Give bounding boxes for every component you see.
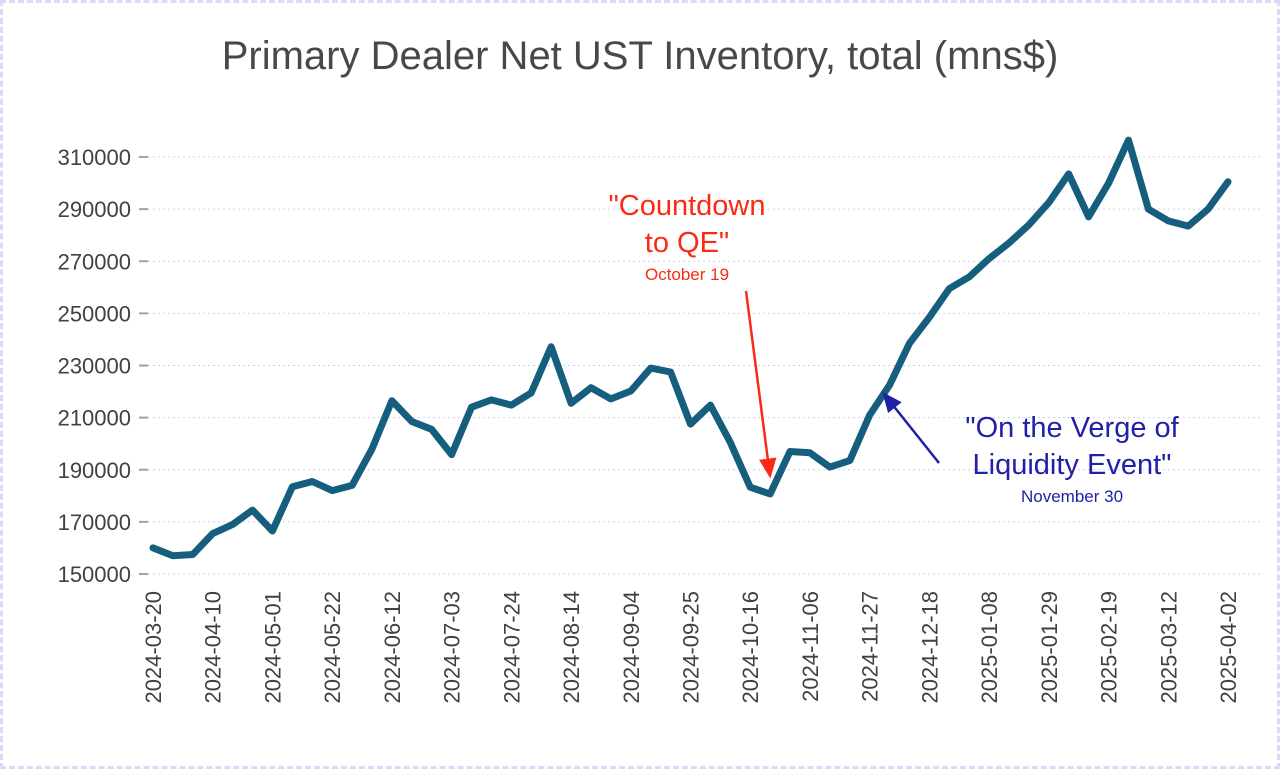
y-axis-label: 210000 bbox=[58, 406, 131, 431]
x-axis-label: 2024-07-03 bbox=[440, 591, 465, 704]
x-axis-label: 2024-11-06 bbox=[798, 591, 823, 702]
y-axis-label: 290000 bbox=[58, 197, 131, 222]
x-axis-label: 2025-02-19 bbox=[1097, 591, 1122, 704]
x-axis-label: 2024-03-20 bbox=[141, 591, 166, 704]
x-axis-label: 2024-06-12 bbox=[380, 591, 405, 704]
x-axis-label: 2025-01-08 bbox=[977, 591, 1002, 704]
x-axis-label: 2024-05-01 bbox=[260, 591, 285, 704]
x-axis-label: 2025-03-12 bbox=[1156, 591, 1181, 704]
y-axis-label: 230000 bbox=[58, 354, 131, 379]
annotation-text-line2: to QE" bbox=[644, 227, 730, 260]
y-axis-label: 170000 bbox=[58, 510, 131, 535]
x-axis-label: 2024-07-24 bbox=[499, 591, 524, 704]
y-axis-label: 250000 bbox=[58, 301, 131, 326]
x-axis-label: 2024-04-10 bbox=[201, 591, 226, 704]
annotation-countdown-to-qe: "Countdown to QE" October 19 bbox=[559, 188, 815, 286]
y-axis-label: 310000 bbox=[58, 145, 131, 170]
x-axis-label: 2024-11-27 bbox=[858, 591, 883, 702]
x-axis-label: 2024-05-22 bbox=[320, 591, 345, 704]
annotation-text-line1: "On the Verge of bbox=[965, 412, 1179, 444]
annotation-arrow-countdown-to-qe bbox=[744, 290, 777, 479]
y-axis-label: 150000 bbox=[58, 562, 131, 587]
y-axis-label: 270000 bbox=[58, 249, 131, 274]
x-axis-label: 2024-08-14 bbox=[559, 591, 584, 704]
y-axis-label: 190000 bbox=[58, 458, 131, 483]
annotation-liquidity-event: "On the Verge of Liquidity Event" Novemb… bbox=[922, 410, 1222, 508]
x-axis-label: 2024-09-25 bbox=[679, 591, 704, 704]
annotation-date-label: October 19 bbox=[644, 265, 730, 285]
data-line bbox=[149, 136, 1232, 560]
x-axis-label: 2025-04-02 bbox=[1216, 591, 1241, 704]
x-axis-label: 2024-09-04 bbox=[619, 591, 644, 704]
annotation-date-label: November 30 bbox=[1020, 487, 1124, 507]
x-axis-label: 2025-01-29 bbox=[1037, 591, 1062, 704]
annotation-arrow-liquidity-event bbox=[882, 392, 940, 464]
annotation-text-line1: "Countdown bbox=[608, 190, 766, 222]
x-axis-label: 2024-10-16 bbox=[738, 591, 763, 704]
x-axis-label: 2024-12-18 bbox=[917, 591, 942, 704]
annotation-text-line2: Liquidity Event" bbox=[972, 449, 1172, 482]
chart-title: Primary Dealer Net UST Inventory, total … bbox=[221, 34, 1059, 78]
